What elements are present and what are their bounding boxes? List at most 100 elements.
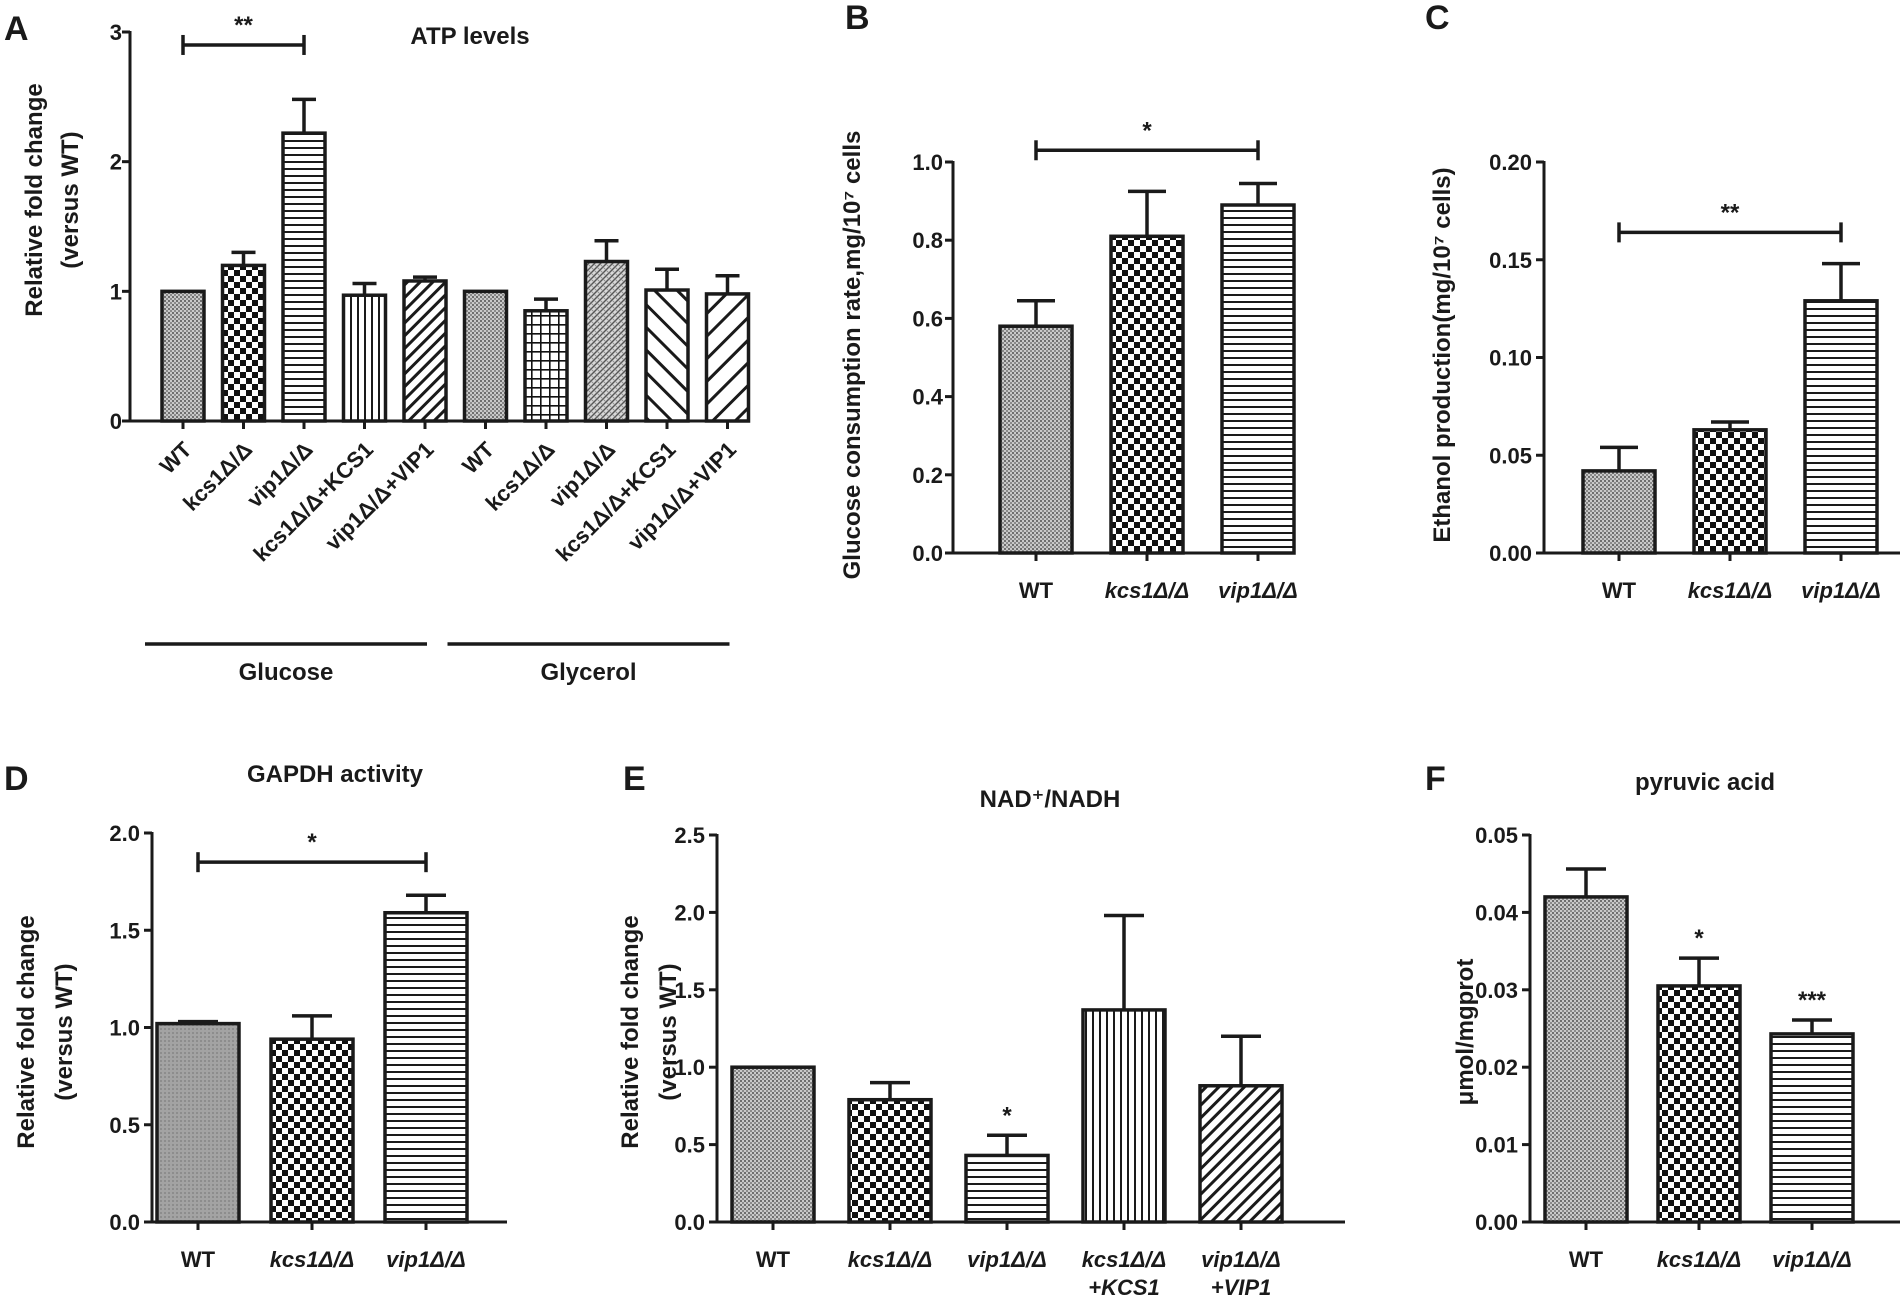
y-tick-label: 0.8	[912, 228, 943, 253]
x-category-label: vip1Δ/Δ	[1218, 578, 1298, 603]
y-tick-label: 0.15	[1489, 248, 1532, 273]
y-tick-label: 1.0	[109, 1016, 140, 1041]
bar	[847, 1097, 933, 1224]
y-axis-label: (versus WT)	[57, 131, 84, 268]
y-tick-label: 2.0	[109, 821, 140, 846]
y-tick-label: 0.05	[1489, 443, 1532, 468]
bar	[1198, 1084, 1284, 1224]
significance-label: *	[1142, 117, 1152, 144]
significance-label: ***	[1798, 987, 1827, 1014]
significance-label: *	[1694, 925, 1704, 952]
y-axis-label: Glucose consumption rate,mg/10⁷ cells	[839, 131, 866, 580]
y-tick-label: 1.0	[674, 1055, 705, 1080]
y-tick-label: 1.5	[109, 918, 140, 943]
panel-d-gapdh-activity: D GAPDH activity 0.0 0.5 1.0 1.5 2.0 Relative f…	[4, 760, 507, 1272]
x-category-label: kcs1Δ/Δ	[1082, 1247, 1167, 1272]
y-axis-label: Relative fold change	[21, 83, 48, 316]
panel-c-ethanol-production: C 0.00 0.05 0.10 0.15 0.20 Ethanol production(…	[1425, 0, 1900, 603]
bar	[998, 324, 1074, 555]
x-category-label: vip1Δ/Δ+VIP1	[320, 437, 438, 555]
y-axis-label: (versus WT)	[51, 963, 78, 1100]
y-tick-label: 0.04	[1475, 900, 1519, 925]
y-tick-label: 0.5	[109, 1113, 140, 1138]
x-category-label: WT	[1019, 578, 1054, 603]
y-axis-label: μmol/mgprot	[1452, 959, 1479, 1106]
chart-title: ATP levels	[410, 23, 529, 50]
x-category-label: WT	[756, 1247, 791, 1272]
bar	[523, 309, 569, 423]
bar	[1769, 1032, 1855, 1224]
bar	[402, 279, 448, 423]
x-category-label: WT	[1602, 578, 1637, 603]
significance-label: **	[1721, 199, 1740, 226]
bar	[1109, 234, 1185, 555]
bar	[155, 1021, 241, 1224]
y-tick-label: 3	[110, 20, 122, 45]
bar	[269, 1037, 355, 1224]
y-tick-label: 0.01	[1475, 1133, 1518, 1158]
bar	[1656, 984, 1742, 1224]
y-tick-label: 0	[110, 409, 122, 434]
bar	[1220, 203, 1296, 555]
panel-letter: B	[845, 0, 870, 37]
x-category-label: +KCS1	[1088, 1275, 1160, 1300]
y-tick-label: 0.20	[1489, 150, 1532, 175]
bar	[1543, 895, 1629, 1224]
y-tick-label: 0.02	[1475, 1055, 1518, 1080]
bar	[1081, 1008, 1167, 1224]
y-tick-label: 0.0	[109, 1210, 140, 1235]
x-category-label: +VIP1	[1211, 1275, 1272, 1300]
y-tick-label: 2.0	[674, 900, 705, 925]
x-category-label: kcs1Δ/Δ	[1688, 578, 1773, 603]
bar	[583, 259, 630, 423]
chart-title: pyruvic acid	[1635, 769, 1775, 796]
y-tick-label: 0.03	[1475, 978, 1518, 1003]
x-category-label: kcs1Δ/Δ	[848, 1247, 933, 1272]
y-tick-label: 0.0	[912, 541, 943, 566]
x-category-label: kcs1Δ/Δ	[270, 1247, 355, 1272]
x-category-label: kcs1Δ/Δ	[1105, 578, 1190, 603]
x-category-label: vip1Δ/Δ	[1772, 1247, 1852, 1272]
bar	[220, 263, 267, 423]
panel-letter: A	[4, 10, 29, 48]
bar	[281, 131, 327, 423]
x-category-label: vip1Δ/Δ	[1201, 1247, 1281, 1272]
y-tick-label: 0.5	[674, 1133, 705, 1158]
y-tick-label: 0.2	[912, 463, 943, 488]
bar	[383, 910, 469, 1224]
y-axis-label: Relative fold change	[13, 915, 40, 1148]
bar	[964, 1153, 1050, 1224]
chart-title: GAPDH activity	[247, 761, 424, 788]
bar	[644, 288, 690, 423]
y-tick-label: 0.6	[912, 306, 943, 331]
panel-letter: F	[1425, 760, 1446, 798]
x-category-label: vip1Δ/Δ+VIP1	[623, 437, 741, 555]
significance-label: **	[234, 12, 253, 39]
y-axis-label: Relative fold change	[617, 915, 644, 1148]
chart-title: NAD⁺/NADH	[980, 786, 1121, 813]
x-category-label: WT	[155, 436, 197, 478]
group-label: Glycerol	[540, 659, 636, 686]
y-axis-label: (versus WT)	[655, 963, 682, 1100]
bar	[1581, 469, 1657, 555]
significance-label: *	[307, 829, 317, 856]
x-category-label: kcs1Δ/Δ	[1657, 1247, 1742, 1272]
y-tick-label: 0.0	[674, 1210, 705, 1235]
x-category-label: WT	[181, 1247, 216, 1272]
bar	[1692, 428, 1768, 555]
x-category-label: vip1Δ/Δ	[967, 1247, 1047, 1272]
x-category-label: vip1Δ/Δ	[1801, 578, 1881, 603]
bar	[462, 289, 509, 423]
x-category-label: WT	[457, 436, 499, 478]
y-tick-label: 0.4	[912, 385, 943, 410]
y-tick-label: 0.00	[1475, 1210, 1518, 1235]
y-tick-label: 0.05	[1475, 823, 1518, 848]
y-tick-label: 1.0	[912, 150, 943, 175]
group-label: Glucose	[239, 659, 334, 686]
x-category-label: WT	[1569, 1247, 1604, 1272]
bar	[730, 1065, 816, 1224]
y-tick-label: 2.5	[674, 823, 705, 848]
panel-letter: C	[1425, 0, 1450, 37]
